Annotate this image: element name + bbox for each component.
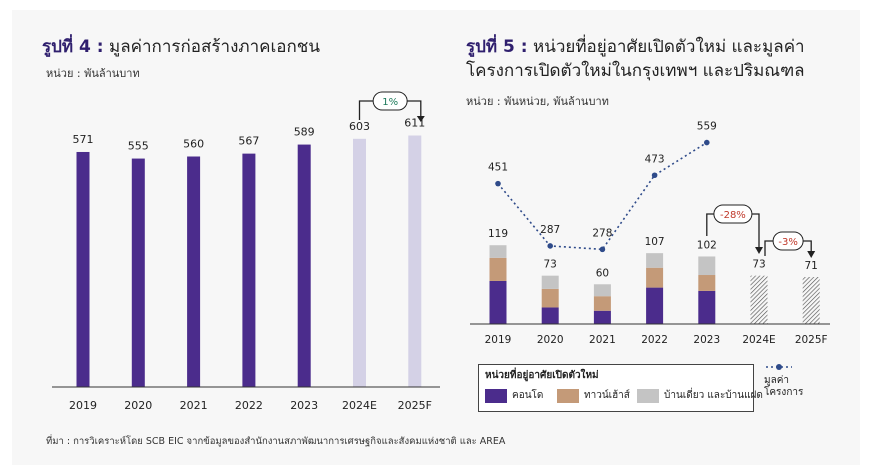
line-legend-marker [766, 364, 792, 370]
total-label-2023: 102 [697, 239, 717, 251]
line-label-2022: 473 [645, 153, 665, 165]
bar-2019 [76, 151, 90, 387]
legend-condo-label: คอนโด [512, 390, 544, 401]
bar-segment-townhouse-2021 [593, 296, 611, 311]
arrowhead-2024 [755, 247, 763, 254]
figure5-title-lead: รูปที่ 5 : [466, 37, 528, 57]
figure5-title: รูปที่ 5 : หน่วยที่อยู่อาศัยเปิดตัวใหม่ … [466, 36, 805, 58]
value-label-2020: 555 [128, 140, 149, 153]
bar-segment-house-2020 [541, 275, 559, 289]
bar-segment-condo-2020 [541, 307, 559, 324]
legend-house-label: บ้านเดี่ยว และบ้านแฝด [664, 390, 763, 401]
house-swatch [637, 388, 659, 403]
legend-title: หน่วยที่อยู่อาศัยเปิดตัวใหม่ [485, 370, 599, 381]
figure5-title-line2: โครงการเปิดตัวใหม่ในกรุงเทพฯ และปริมณฑล [466, 61, 805, 81]
badge-next-change [772, 231, 804, 251]
bar-2025F [408, 135, 422, 387]
line-point-2019 [495, 180, 501, 187]
line-label-2023: 559 [697, 121, 717, 133]
value-label-2022: 567 [238, 135, 259, 148]
x-tick-2020: 2020 [537, 334, 564, 346]
legend-item-house: บ้านเดี่ยว และบ้านแฝด [637, 388, 763, 403]
x-tick-2021: 2021 [180, 399, 208, 412]
arrowhead-2025 [807, 251, 816, 258]
x-tick-2024E: 2024E [742, 334, 775, 346]
line-label-2020: 287 [540, 224, 560, 236]
figure4-title: รูปที่ 4 : มูลค่าการก่อสร้างภาคเอกชน [42, 36, 320, 58]
bar-2023 [297, 144, 311, 387]
bar-2021 [187, 156, 201, 387]
bar-estimate-2024E [750, 275, 768, 324]
growth-badge-text: 1% [382, 97, 398, 108]
condo-swatch [485, 388, 507, 403]
bar-segment-townhouse-2019 [489, 257, 507, 281]
total-label-2024E: 73 [752, 259, 765, 271]
value-label-2024E: 603 [349, 120, 370, 133]
value-label-2023: 589 [294, 126, 315, 139]
x-tick-2023: 2023 [290, 399, 318, 412]
line-point-2023 [704, 139, 710, 146]
figure5-title-text: หน่วยที่อยู่อาศัยเปิดตัวใหม่ และมูลค่า [527, 37, 805, 57]
legend-item-townhouse: ทาวน์เฮ้าส์ [557, 388, 630, 403]
x-tick-2024E: 2024E [342, 399, 377, 412]
bar-segment-condo-2023 [698, 290, 716, 324]
badge-units-change-text: -28% [720, 210, 746, 221]
bar-segment-house-2022 [646, 253, 664, 268]
bar-segment-condo-2021 [593, 310, 611, 324]
line-label-2021: 278 [592, 227, 612, 239]
line-point-2021 [599, 246, 606, 253]
total-label-2021: 60 [596, 267, 609, 279]
x-tick-2019: 2019 [485, 334, 512, 346]
legend-line-label-2: โครงการ [764, 387, 804, 398]
figure5-legend: หน่วยที่อยู่อาศัยเปิดตัวใหม่ คอนโด ทาวน์… [478, 364, 763, 412]
source-note: ที่มา : การวิเคราะห์โดย SCB EIC จากข้อมู… [46, 436, 506, 447]
total-label-2020: 73 [544, 259, 557, 271]
bar-segment-condo-2022 [646, 287, 664, 324]
x-tick-2021: 2021 [589, 334, 616, 346]
bar-segment-house-2019 [489, 245, 507, 258]
growth-arrowhead [416, 116, 425, 122]
bar-segment-house-2021 [593, 284, 611, 297]
x-tick-2025F: 2025F [795, 334, 828, 346]
growth-badge [372, 91, 408, 111]
x-tick-2023: 2023 [693, 334, 720, 346]
total-label-2025F: 71 [805, 260, 818, 272]
townhouse-swatch [557, 388, 579, 403]
line-point-2022 [651, 172, 658, 179]
figure4-title-lead: รูปที่ 4 : [42, 37, 104, 57]
bar-2020 [131, 158, 145, 387]
line-label-2019: 451 [488, 162, 508, 174]
badge-next-change-text: -3% [778, 237, 797, 248]
bar-segment-house-2023 [698, 256, 716, 276]
value-label-2019: 571 [73, 133, 94, 146]
bar-segment-townhouse-2023 [698, 275, 716, 291]
value-label-2021: 560 [183, 138, 204, 151]
bar-segment-condo-2019 [489, 280, 507, 324]
bar-estimate-2025F [802, 276, 820, 324]
x-tick-2025F: 2025F [398, 399, 432, 412]
total-label-2019: 119 [488, 228, 508, 240]
figure4-unit: หน่วย : พันล้านบาท [46, 67, 140, 80]
x-tick-2020: 2020 [124, 399, 152, 412]
figure5-unit: หน่วย : พันหน่วย, พันล้านบาท [466, 95, 609, 108]
bar-segment-townhouse-2020 [541, 288, 559, 308]
x-tick-2019: 2019 [69, 399, 97, 412]
line-point-2020 [547, 243, 553, 249]
legend-item-condo: คอนโด [485, 388, 543, 403]
badge-units-change [713, 204, 753, 224]
x-tick-2022: 2022 [641, 334, 668, 346]
total-label-2022: 107 [645, 236, 665, 248]
bar-segment-townhouse-2022 [646, 267, 664, 288]
figure4-title-text: มูลค่าการก่อสร้างภาคเอกชน [103, 37, 320, 57]
legend-townhouse-label: ทาวน์เฮ้าส์ [584, 390, 630, 401]
bar-2024E [353, 138, 366, 387]
x-tick-2022: 2022 [235, 399, 263, 412]
bar-2022 [242, 153, 256, 387]
legend-line-label-1: มูลค่า [764, 375, 790, 386]
legend-line: มูลค่า โครงการ [764, 362, 803, 399]
